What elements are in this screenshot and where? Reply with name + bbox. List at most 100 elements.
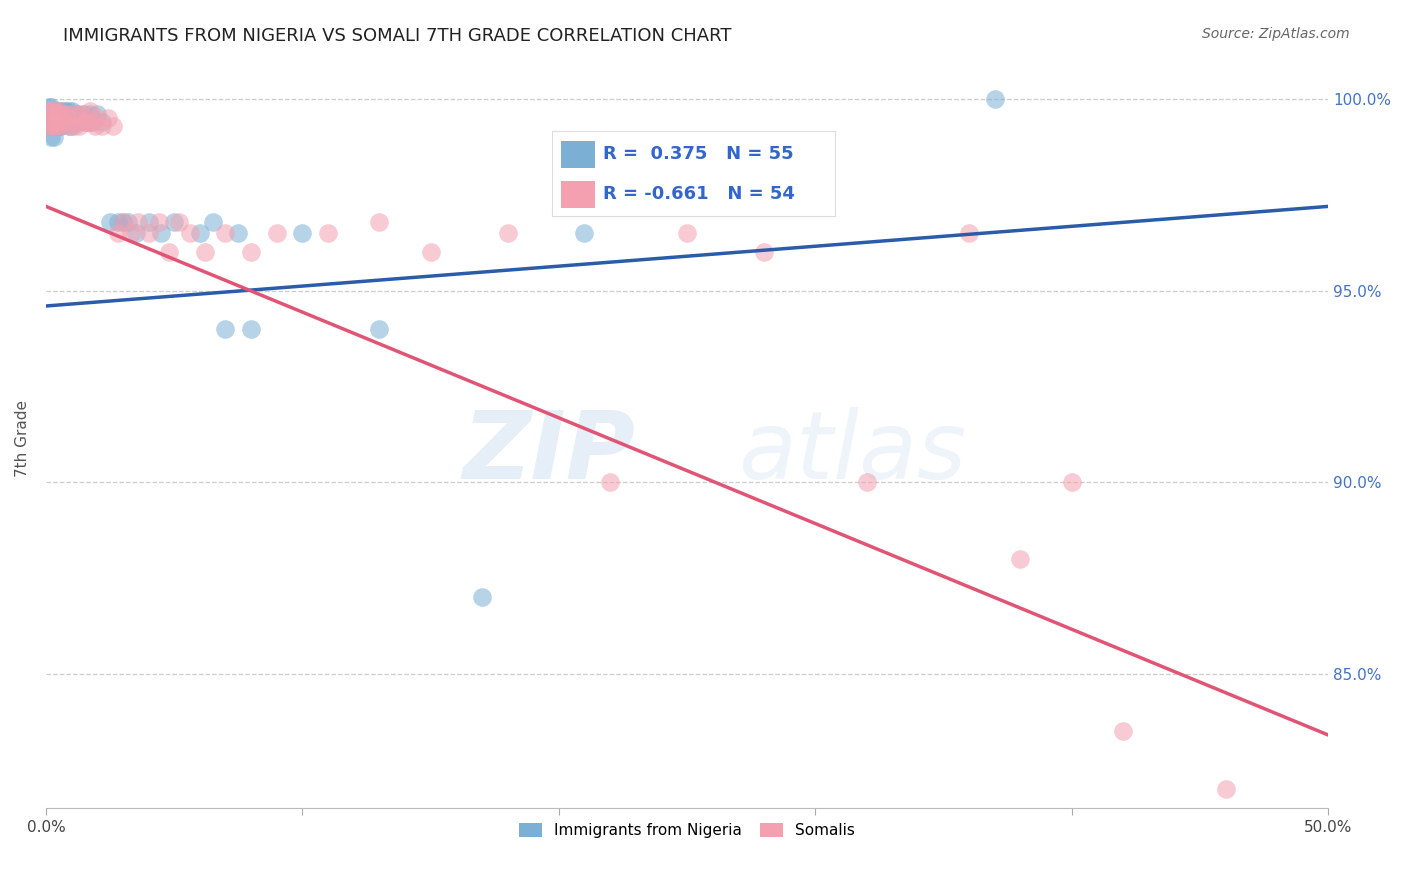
Text: Source: ZipAtlas.com: Source: ZipAtlas.com — [1202, 27, 1350, 41]
Point — [107, 215, 129, 229]
Point — [38, 107, 60, 121]
Point — [39, 119, 62, 133]
Point — [67, 115, 90, 129]
Point — [39, 130, 62, 145]
Point — [60, 103, 83, 118]
Point — [48, 119, 70, 133]
Point — [39, 103, 62, 118]
Point — [138, 226, 160, 240]
Point — [855, 475, 877, 490]
Point — [63, 119, 86, 133]
Point — [957, 226, 980, 240]
Point — [96, 112, 118, 126]
Point — [42, 112, 65, 126]
Point — [42, 119, 65, 133]
Point — [48, 103, 70, 118]
Point — [45, 103, 67, 118]
Point — [157, 245, 180, 260]
Point — [226, 226, 249, 240]
Point — [111, 215, 134, 229]
Point — [117, 215, 139, 229]
Point — [39, 119, 62, 133]
Point — [51, 103, 73, 118]
Point — [127, 215, 149, 229]
Point — [52, 115, 75, 129]
Point — [55, 107, 77, 121]
Point — [42, 119, 65, 133]
Point — [38, 103, 60, 118]
Point — [574, 226, 596, 240]
Point — [38, 119, 60, 133]
Point — [48, 103, 70, 118]
Point — [86, 112, 108, 126]
Point — [368, 322, 391, 336]
Point — [45, 119, 67, 133]
Point — [58, 119, 80, 133]
Point — [82, 115, 104, 129]
Y-axis label: 7th Grade: 7th Grade — [15, 400, 30, 476]
Point — [52, 103, 75, 118]
Point — [240, 245, 263, 260]
Point — [70, 112, 93, 126]
Point — [266, 226, 288, 240]
Point — [496, 226, 519, 240]
Point — [45, 119, 67, 133]
Point — [86, 107, 108, 121]
Point — [45, 112, 67, 126]
Point — [39, 100, 62, 114]
Point — [419, 245, 441, 260]
Point — [45, 103, 67, 118]
Point — [125, 226, 148, 240]
Point — [214, 322, 236, 336]
Point — [98, 215, 121, 229]
Point — [66, 107, 89, 121]
Point — [471, 590, 494, 604]
Point — [214, 226, 236, 240]
Point — [194, 245, 217, 260]
Point — [48, 112, 70, 126]
Point — [91, 119, 114, 133]
Point — [63, 112, 86, 126]
Point — [48, 119, 70, 133]
Point — [42, 103, 65, 118]
Point — [1112, 724, 1135, 739]
Point — [179, 226, 201, 240]
Legend: Immigrants from Nigeria, Somalis: Immigrants from Nigeria, Somalis — [513, 817, 862, 845]
Point — [60, 107, 83, 121]
Point — [51, 119, 73, 133]
Point — [51, 107, 73, 121]
Point — [1060, 475, 1083, 490]
Point — [79, 103, 101, 118]
Point — [169, 215, 191, 229]
Point — [38, 100, 60, 114]
Text: atlas: atlas — [738, 408, 966, 499]
Point — [67, 119, 90, 133]
Point — [599, 475, 621, 490]
Point — [83, 119, 105, 133]
Point — [60, 119, 83, 133]
Point — [79, 107, 101, 121]
Point — [1010, 551, 1032, 566]
Point — [42, 130, 65, 145]
Point — [73, 107, 96, 121]
Point — [52, 115, 75, 129]
Point — [76, 115, 98, 129]
Point — [148, 215, 170, 229]
Point — [82, 115, 104, 129]
Point — [55, 115, 77, 129]
Point — [76, 115, 98, 129]
Point — [42, 103, 65, 118]
Point — [91, 115, 114, 129]
Point — [752, 245, 775, 260]
Point — [1215, 781, 1237, 796]
Point — [58, 119, 80, 133]
Point — [676, 226, 699, 240]
Point — [240, 322, 263, 336]
Point — [188, 226, 211, 240]
Point — [55, 103, 77, 118]
Point — [107, 226, 129, 240]
Point — [111, 215, 134, 229]
Point — [73, 115, 96, 129]
Text: ZIP: ZIP — [463, 407, 636, 499]
Point — [38, 119, 60, 133]
